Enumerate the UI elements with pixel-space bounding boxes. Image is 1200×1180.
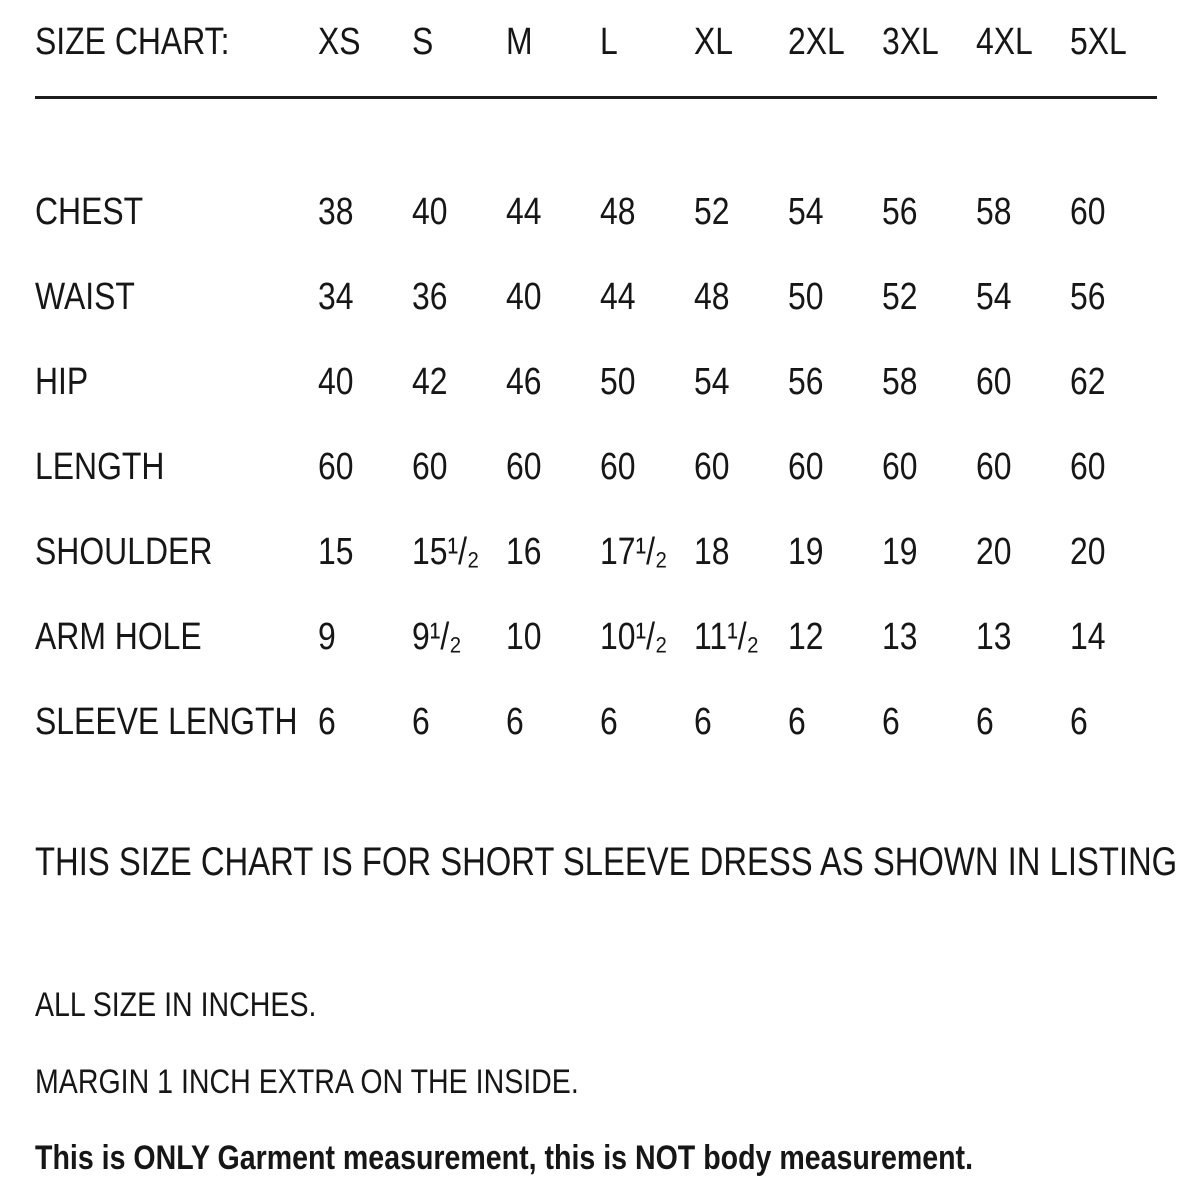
cell-arm-hole-s: 9¹/₂ [412,616,462,658]
size-col-header-5xl: 5XL [1070,21,1127,63]
cell-arm-hole-xl: 11¹/₂ [694,616,760,658]
cell-shoulder-5xl: 20 [1070,531,1106,573]
cell-sleeve-length-m: 6 [506,701,524,743]
cell-sleeve-length-5xl: 6 [1070,701,1088,743]
cell-sleeve-length-4xl: 6 [976,701,994,743]
cell-chest-2xl: 54 [788,191,824,233]
row-label-shoulder: SHOULDER [35,531,213,573]
cell-length-5xl: 60 [1070,446,1106,488]
cell-shoulder-s: 15¹/₂ [412,531,480,573]
cell-length-m: 60 [506,446,542,488]
cell-sleeve-length-2xl: 6 [788,701,806,743]
cell-hip-m: 46 [506,361,542,403]
row-label-chest: CHEST [35,191,144,233]
note-disclaimer: This is ONLY Garment measurement, this i… [35,1139,974,1177]
table-row-shoulder: SHOULDER 15 15¹/₂ 16 17¹/₂ 18 19 19 20 2… [35,528,1200,576]
cell-sleeve-length-s: 6 [412,701,430,743]
cell-shoulder-m: 16 [506,531,542,573]
table-row-sleeve-length: SLEEVE LENGTH 6 6 6 6 6 6 6 6 6 [35,698,1200,746]
cell-length-3xl: 60 [882,446,918,488]
note-listing: THIS SIZE CHART IS FOR SHORT SLEEVE DRES… [35,840,1178,884]
cell-chest-xs: 38 [318,191,354,233]
cell-arm-hole-xs: 9 [318,616,336,658]
cell-arm-hole-m: 10 [506,616,542,658]
note-margin: MARGIN 1 INCH EXTRA ON THE INSIDE. [35,1063,579,1101]
cell-shoulder-xl: 18 [694,531,730,573]
cell-waist-5xl: 56 [1070,276,1106,318]
cell-shoulder-2xl: 19 [788,531,824,573]
cell-arm-hole-l: 10¹/₂ [600,616,668,658]
cell-arm-hole-2xl: 12 [788,616,824,658]
row-label-sleeve-length: SLEEVE LENGTH [35,701,298,743]
cell-hip-3xl: 58 [882,361,918,403]
cell-waist-xl: 48 [694,276,730,318]
table-row-chest: CHEST 38 40 44 48 52 54 56 58 60 [35,188,1200,236]
note-units: ALL SIZE IN INCHES. [35,986,317,1024]
cell-shoulder-xs: 15 [318,531,354,573]
row-label-hip: HIP [35,361,89,403]
cell-chest-5xl: 60 [1070,191,1106,233]
table-row-waist: WAIST 34 36 40 44 48 50 52 54 56 [35,273,1200,321]
cell-chest-3xl: 56 [882,191,918,233]
size-chart-header: SIZE CHART: XS S M L XL 2XL 3XL 4XL 5XL [35,16,1200,68]
cell-chest-xl: 52 [694,191,730,233]
row-label-length: LENGTH [35,446,165,488]
cell-waist-s: 36 [412,276,448,318]
size-col-header-l: L [600,21,618,63]
cell-length-l: 60 [600,446,636,488]
cell-waist-2xl: 50 [788,276,824,318]
cell-length-s: 60 [412,446,448,488]
table-row-hip: HIP 40 42 46 50 54 56 58 60 62 [35,358,1200,406]
cell-length-2xl: 60 [788,446,824,488]
cell-hip-l: 50 [600,361,636,403]
cell-hip-4xl: 60 [976,361,1012,403]
size-col-header-3xl: 3XL [882,21,939,63]
size-chart-title: SIZE CHART: [35,21,230,63]
cell-waist-4xl: 54 [976,276,1012,318]
size-col-header-m: M [506,21,533,63]
row-label-waist: WAIST [35,276,135,318]
cell-hip-5xl: 62 [1070,361,1106,403]
cell-sleeve-length-xs: 6 [318,701,336,743]
cell-waist-3xl: 52 [882,276,918,318]
cell-sleeve-length-xl: 6 [694,701,712,743]
cell-arm-hole-3xl: 13 [882,616,918,658]
cell-chest-4xl: 58 [976,191,1012,233]
cell-arm-hole-4xl: 13 [976,616,1012,658]
cell-chest-m: 44 [506,191,542,233]
cell-waist-m: 40 [506,276,542,318]
cell-shoulder-3xl: 19 [882,531,918,573]
size-col-header-2xl: 2XL [788,21,845,63]
size-col-header-xs: XS [318,21,361,63]
cell-waist-xs: 34 [318,276,354,318]
cell-length-4xl: 60 [976,446,1012,488]
cell-hip-s: 42 [412,361,448,403]
cell-chest-l: 48 [600,191,636,233]
size-chart-table: CHEST 38 40 44 48 52 54 56 58 60 WAIST 3… [35,188,1200,746]
cell-chest-s: 40 [412,191,448,233]
cell-length-xl: 60 [694,446,730,488]
cell-shoulder-4xl: 20 [976,531,1012,573]
cell-sleeve-length-l: 6 [600,701,618,743]
row-label-arm-hole: ARM HOLE [35,616,202,658]
size-col-header-4xl: 4XL [976,21,1033,63]
cell-waist-l: 44 [600,276,636,318]
table-row-length: LENGTH 60 60 60 60 60 60 60 60 60 [35,443,1200,491]
cell-arm-hole-5xl: 14 [1070,616,1106,658]
cell-hip-xl: 54 [694,361,730,403]
cell-hip-2xl: 56 [788,361,824,403]
cell-shoulder-l: 17¹/₂ [600,531,668,573]
header-divider [35,96,1157,99]
size-col-header-s: S [412,21,434,63]
table-row-arm-hole: ARM HOLE 9 9¹/₂ 10 10¹/₂ 11¹/₂ 12 13 13 … [35,613,1200,661]
cell-sleeve-length-3xl: 6 [882,701,900,743]
size-col-header-xl: XL [694,21,734,63]
cell-hip-xs: 40 [318,361,354,403]
cell-length-xs: 60 [318,446,354,488]
